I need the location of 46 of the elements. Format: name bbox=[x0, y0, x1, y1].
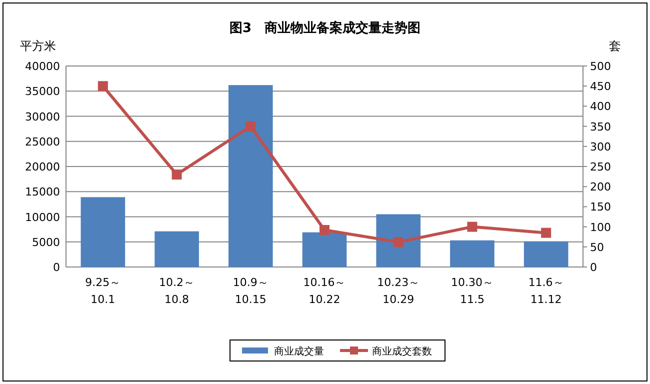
x-tick-label: 11.6～ 11.12 bbox=[528, 276, 564, 306]
x-tick-label: 10.16～ 10.22 bbox=[303, 276, 346, 306]
point bbox=[467, 222, 478, 232]
y2-tick-label: 150 bbox=[590, 200, 611, 214]
y-axis-title: 平方米 bbox=[20, 39, 56, 53]
y-tick-label: 35000 bbox=[25, 85, 60, 98]
chart-title: 图3 商业物业备案成交量走势图 bbox=[229, 20, 421, 36]
bar bbox=[228, 85, 273, 267]
point bbox=[172, 170, 182, 180]
y2-axis-title: 套 bbox=[609, 39, 621, 53]
bar bbox=[376, 214, 421, 267]
x-tick-label: 9.25～ 10.1 bbox=[85, 276, 121, 306]
legend-label: 商业成交量 bbox=[274, 346, 324, 358]
y-tick-label: 5000 bbox=[32, 236, 60, 249]
point bbox=[320, 225, 330, 236]
y-tick-label: 10000 bbox=[25, 210, 60, 224]
x-tick-label: 10.23～ 10.29 bbox=[377, 276, 420, 306]
y2-tick-label: 500 bbox=[590, 60, 611, 73]
y2-tick-label: 350 bbox=[590, 120, 611, 134]
y-tick-label: 0 bbox=[53, 261, 60, 274]
y2-tick-label: 50 bbox=[590, 240, 604, 254]
y-tick-label: 20000 bbox=[25, 160, 60, 174]
x-tick-label: 10.9～ 10.15 bbox=[232, 276, 268, 306]
y2-tick-label: 400 bbox=[590, 100, 611, 114]
y2-tick-label: 100 bbox=[590, 220, 611, 234]
y2-tick-label: 250 bbox=[590, 160, 611, 174]
point bbox=[98, 81, 108, 92]
point bbox=[541, 228, 552, 238]
y-tick-label: 15000 bbox=[25, 186, 60, 199]
bar bbox=[80, 197, 126, 267]
y-tick-label: 25000 bbox=[25, 135, 60, 148]
y2-tick-label: 300 bbox=[590, 140, 611, 154]
bar bbox=[302, 232, 347, 267]
y2-tick-label: 200 bbox=[590, 180, 611, 194]
point bbox=[393, 237, 404, 248]
y2-tick-label: 450 bbox=[590, 80, 611, 94]
bar bbox=[154, 231, 199, 267]
bar bbox=[450, 240, 494, 267]
y-tick-label: 40000 bbox=[25, 60, 60, 73]
bar bbox=[524, 241, 568, 267]
legend-label: 商业成交套数 bbox=[372, 346, 432, 358]
x-tick-label: 10.30～ 11.5 bbox=[450, 276, 494, 306]
point bbox=[246, 121, 256, 132]
y-tick-label: 30000 bbox=[25, 110, 60, 124]
y2-tick-label: 0 bbox=[590, 261, 597, 274]
x-tick-label: 10.2～ 10.8 bbox=[159, 276, 195, 306]
